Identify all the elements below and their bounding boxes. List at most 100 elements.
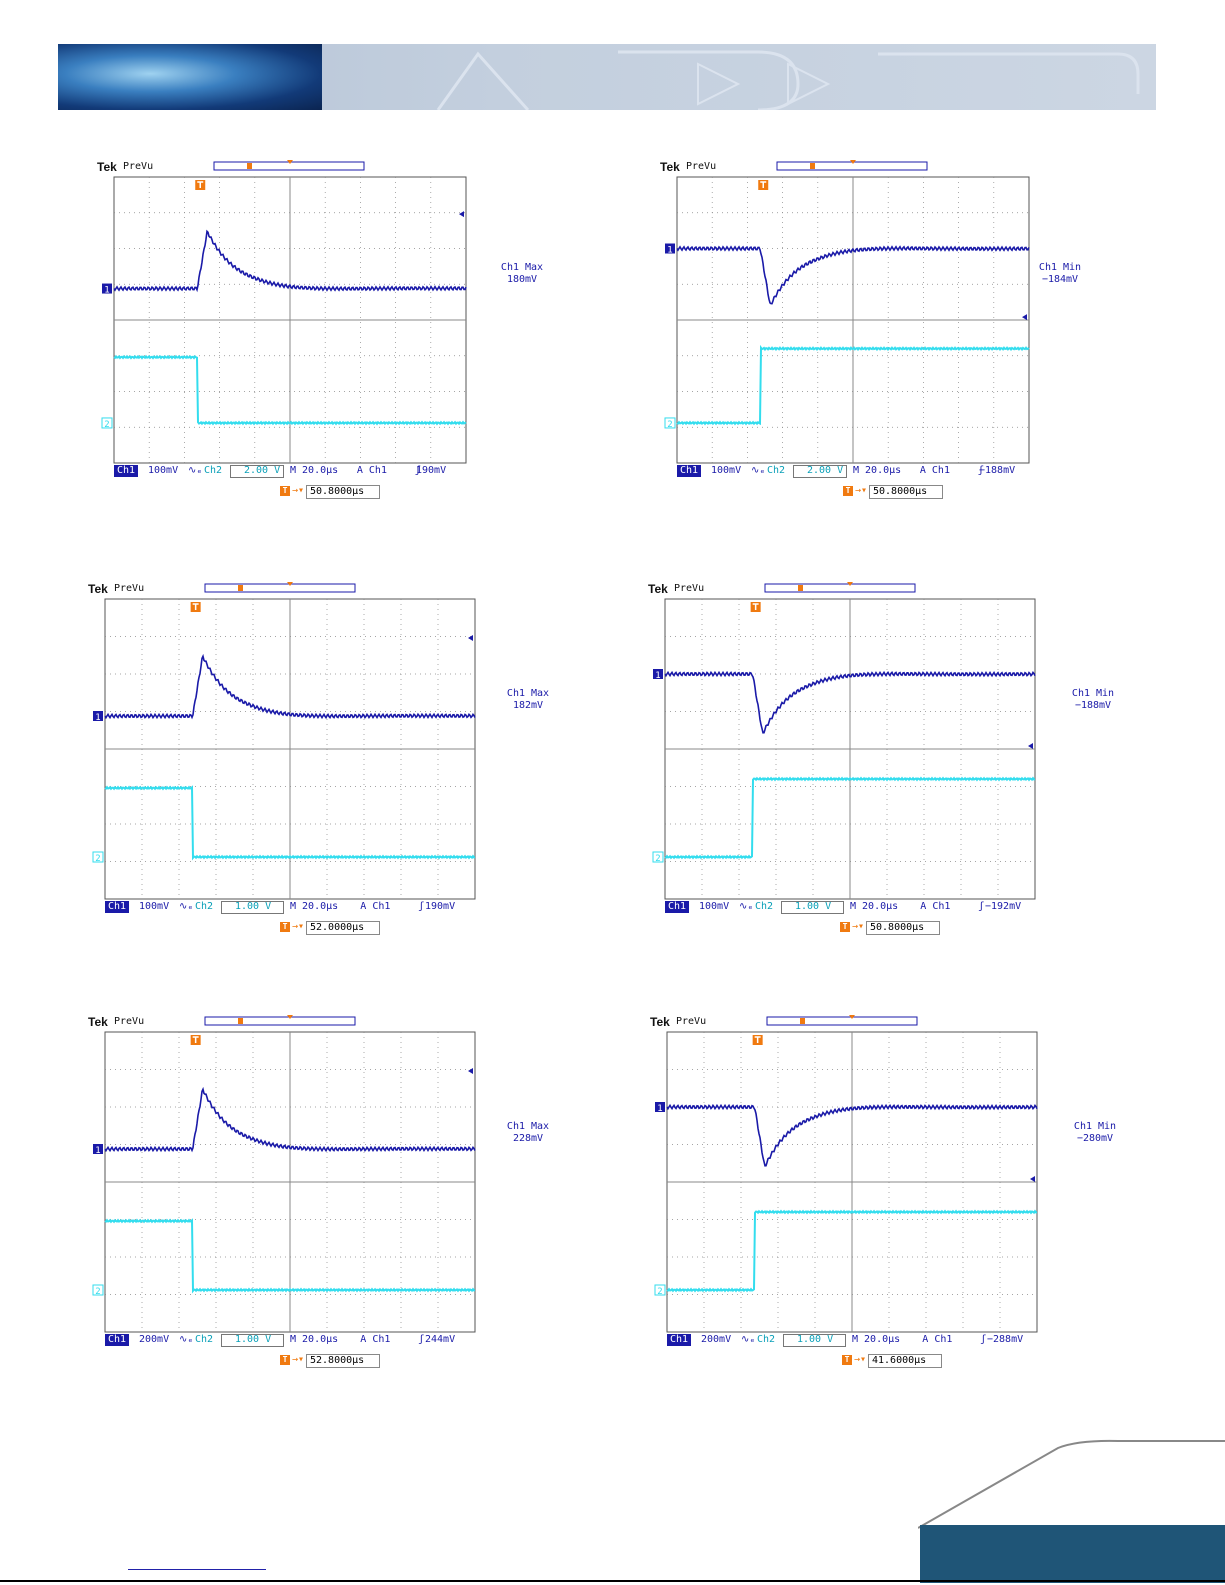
ch1-waveform [666,1103,1038,1167]
status-trigger-level: −188mV [979,465,1016,476]
status-ch1-scale: 200mV [139,1334,170,1345]
tek-logo: Tek [660,160,680,174]
trigger-offset-icon: T [280,1355,290,1365]
trigger-offset-icon: T [280,922,290,932]
status-timebase: M 20.0µs [853,465,902,476]
ch1-marker-label: 1 [657,1104,662,1114]
measurement-label: Ch1 Min [1038,262,1082,273]
status-ch1-tag: Ch1 [677,465,702,477]
scope-5: Tek PreVu 1 2 Ch1 Max 228mV Ch1 200mV ∿ₑ Ch2 1.00 … [88,1015,558,1375]
scope-status-bar: Ch1 100mV ∿ₑ Ch2 1.00 V M 20.0µs A Ch1 ʃ −192mV [665,901,1035,914]
prevu-label: PreVu [114,1016,145,1027]
scope-display: 12 [664,160,1030,464]
ch1-ground-marker: 1 [93,1144,103,1156]
measurement-label: Ch1 Max [506,688,550,699]
trigger-offset-readout: T →▾ 41.6000µs [842,1354,952,1368]
scope-status-bar: Ch1 200mV ∿ₑ Ch2 1.00 V M 20.0µs A Ch1 ʃ 244mV [105,1334,475,1347]
status-ch1-coupling: ∿ₑ [751,465,766,476]
trigger-level-arrow [468,635,473,641]
scope-4: Tek PreVu 1 2 Ch1 Min −188mV Ch1 100mV ∿ₑ Ch2 1.00… [648,582,1118,942]
ch2-waveform [664,776,1036,860]
trigger-level-arrow [1030,1176,1035,1182]
measurement-label: Ch1 Min [1071,688,1115,699]
prevu-label: PreVu [676,1016,707,1027]
trigger-level-arrow [1028,743,1033,749]
trigger-level-arrow [1022,314,1027,321]
prevu-label: PreVu [674,583,705,594]
ch1-marker-label: 1 [104,286,109,296]
ch2-waveform [676,344,1030,426]
ch2-marker-label: 2 [657,1287,662,1297]
record-trigger-mark [798,585,803,591]
status-ch1-scale: 200mV [701,1334,732,1345]
ch2-marker-label: 2 [667,420,672,430]
status-ch1-scale: 100mV [139,901,170,912]
measurement-label: Ch1 Max [506,1121,550,1132]
status-ch1-tag: Ch1 [105,901,130,913]
record-view-bar [766,1016,918,1026]
status-ch2-box [793,465,847,478]
status-ch1-coupling: ∿ₑ [739,901,754,912]
status-ch2-box [781,901,844,914]
ch2-waveform [104,1218,476,1294]
scope-status-bar: Ch1 100mV ∿ₑ Ch2 1.00 V M 20.0µs A Ch1 ʃ 190mV [105,901,475,914]
arrow-right-icon: →▾ [852,921,865,932]
trigger-position-arrow [287,1015,293,1019]
status-ch1-tag: Ch1 [667,1334,692,1346]
status-ch2-tag: Ch2 [767,465,786,476]
status-ch2-box [221,1334,284,1347]
status-trigger-slope: ʃ [980,1334,987,1345]
status-trigger-source: A Ch1 [919,465,950,476]
status-ch1-coupling: ∿ₑ [179,901,194,912]
status-timebase: M 20.0µs [290,901,339,912]
scope-status-bar: Ch1 100mV ∿ₑ Ch2 2.00 V M 20.0µs A Ch1 ʃ −188mV [677,465,1029,478]
header-banner [58,44,1156,110]
arrow-right-icon: →▾ [292,921,305,932]
status-ch2-scale: 1.00 V [235,901,272,912]
measurement-value: 228mV [512,1133,544,1144]
status-trigger-source: A Ch1 [922,1334,953,1345]
status-ch2-tag: Ch2 [195,901,214,912]
status-ch2-scale: 1.00 V [235,1334,272,1345]
record-view-bar [776,161,928,171]
trigger-offset-readout: T →▾ 52.0000µs [280,921,390,935]
ch1-waveform [676,245,1030,305]
trigger-offset-icon: T [280,486,290,496]
footer-logo-graphic [918,1439,1225,1583]
status-ch2-scale: 2.00 V [807,465,844,476]
scope-display: 12 [652,582,1036,900]
prevu-label: PreVu [123,161,154,172]
trigger-marker-glyph [192,1036,199,1043]
trigger-offset-value: 50.8000µs [306,485,380,499]
status-ch2-tag: Ch2 [757,1334,776,1345]
status-trigger-source: A Ch1 [360,1334,391,1345]
measurement-readout: Ch1 Min −280mV [1055,1121,1135,1145]
ch1-waveform [104,653,476,720]
record-trigger-mark [238,1018,243,1024]
ch2-marker-label: 2 [655,854,660,864]
status-ch2-tag: Ch2 [204,465,223,476]
trigger-offset-value: 52.8000µs [306,1354,380,1368]
status-trigger-slope: ʃ [977,465,984,476]
record-view-bar [213,161,365,171]
record-view-bar [204,1016,356,1026]
footer-link-underline[interactable] [128,1569,266,1570]
ch2-ground-marker: 2 [92,851,104,864]
scope-display: 12 [101,160,467,464]
banner-photo [58,44,322,110]
arrow-right-icon: →▾ [292,1354,305,1365]
measurement-label: Ch1 Max [500,262,544,273]
status-ch2-tag: Ch2 [755,901,774,912]
status-trigger-slope: ʃ [414,465,421,476]
status-timebase: M 20.0µs [850,901,899,912]
banner-graphic [436,50,1140,110]
trigger-position-arrow [847,582,853,586]
status-trigger-level: 190mV [425,901,456,912]
trigger-offset-value: 50.8000µs [866,921,940,935]
measurement-readout: Ch1 Max 182mV [488,688,568,712]
measurement-value: −280mV [1076,1133,1114,1144]
status-ch2-tag: Ch2 [195,1334,214,1345]
trigger-offset-value: 41.6000µs [868,1354,942,1368]
tek-logo: Tek [88,582,108,596]
record-view-bar [764,583,916,593]
